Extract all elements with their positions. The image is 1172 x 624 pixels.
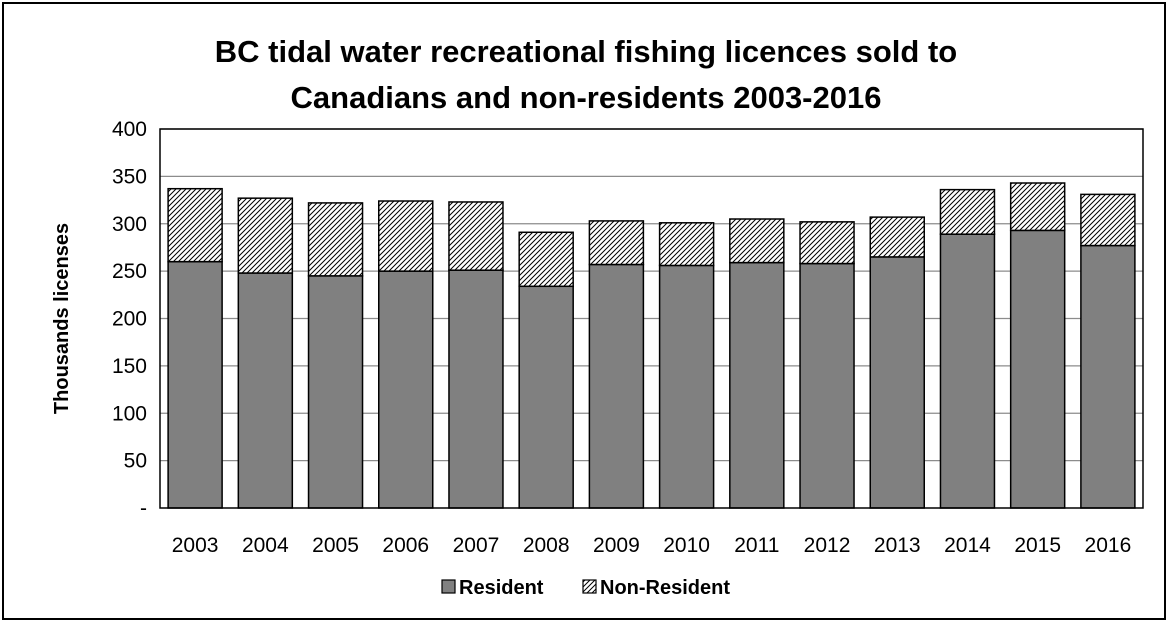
chart-title-line: BC tidal water recreational fishing lice… (215, 34, 957, 69)
legend-swatch-resident (441, 579, 456, 594)
bar-resident-2007 (448, 269, 504, 509)
axes (159, 128, 1144, 509)
bar-resident-2006 (378, 270, 434, 509)
bar-non-resident-2012 (799, 221, 855, 265)
bar-non-resident-2003 (167, 187, 223, 263)
plot-area-border (159, 128, 1144, 509)
bar-non-resident-2005 (307, 202, 364, 277)
x-tick-label: 2006 (382, 534, 429, 557)
gridlines (160, 128, 1143, 462)
bar-non-resident-2006 (378, 200, 434, 272)
bars (167, 182, 1136, 509)
legend-swatch-non-resident (582, 579, 597, 594)
x-tick-label: 2013 (874, 534, 921, 557)
x-tick-label: 2007 (453, 534, 500, 557)
x-tick-label: 2012 (804, 534, 851, 557)
x-tick-label: 2011 (734, 534, 779, 557)
x-tick-label: 2014 (944, 534, 991, 557)
bar-non-resident-2014 (939, 188, 996, 235)
legend-label-resident: Resident (459, 577, 544, 599)
y-tick-label: 50 (124, 450, 147, 473)
x-tick-label: 2009 (593, 534, 640, 557)
bar-non-resident-2013 (869, 216, 925, 258)
x-tick-label: 2003 (172, 534, 219, 557)
bar-non-resident-2015 (1009, 182, 1066, 232)
bar-resident-2003 (167, 260, 223, 509)
bar-resident-2004 (237, 272, 294, 509)
x-tick-label: 2008 (523, 534, 570, 557)
bar-non-resident-2016 (1080, 193, 1136, 247)
y-axis-label: Thousands licenses (51, 223, 73, 414)
bar-non-resident-2009 (588, 220, 645, 266)
bar-non-resident-2011 (729, 218, 785, 264)
bar-resident-2009 (588, 263, 645, 509)
y-tick-label: 350 (112, 165, 147, 188)
labels: BC tidal water recreational fishing lice… (51, 34, 1131, 557)
legend-label-non-resident: Non-Resident (600, 577, 730, 599)
bar-resident-2015 (1009, 229, 1066, 509)
bar-resident-2005 (307, 275, 364, 509)
chart-title-line: Canadians and non-residents 2003-2016 (291, 80, 882, 115)
y-tick-label: 150 (112, 355, 147, 378)
bar-non-resident-2008 (518, 231, 574, 288)
y-tick-label: 250 (112, 260, 147, 283)
y-tick-label: 100 (112, 402, 147, 425)
bar-resident-2011 (729, 261, 785, 509)
bar-resident-2010 (658, 264, 715, 509)
bar-resident-2008 (518, 285, 574, 509)
bar-non-resident-2007 (448, 201, 504, 271)
x-tick-label: 2005 (312, 534, 359, 557)
bar-resident-2016 (1080, 244, 1136, 509)
bar-non-resident-2004 (237, 197, 294, 274)
x-tick-label: 2015 (1014, 534, 1061, 557)
x-tick-label: 2010 (663, 534, 710, 557)
y-tick-label: - (140, 497, 147, 520)
x-tick-label: 2016 (1085, 534, 1132, 557)
y-tick-label: 200 (112, 308, 147, 331)
bar-non-resident-2010 (658, 222, 715, 267)
bar-resident-2014 (939, 233, 996, 509)
y-tick-label: 300 (112, 213, 147, 236)
legend: Resident Non-Resident (441, 577, 730, 599)
bar-resident-2012 (799, 262, 855, 509)
bar-resident-2013 (869, 256, 925, 509)
y-tick-label: 400 (112, 118, 147, 141)
x-tick-label: 2004 (242, 534, 289, 557)
